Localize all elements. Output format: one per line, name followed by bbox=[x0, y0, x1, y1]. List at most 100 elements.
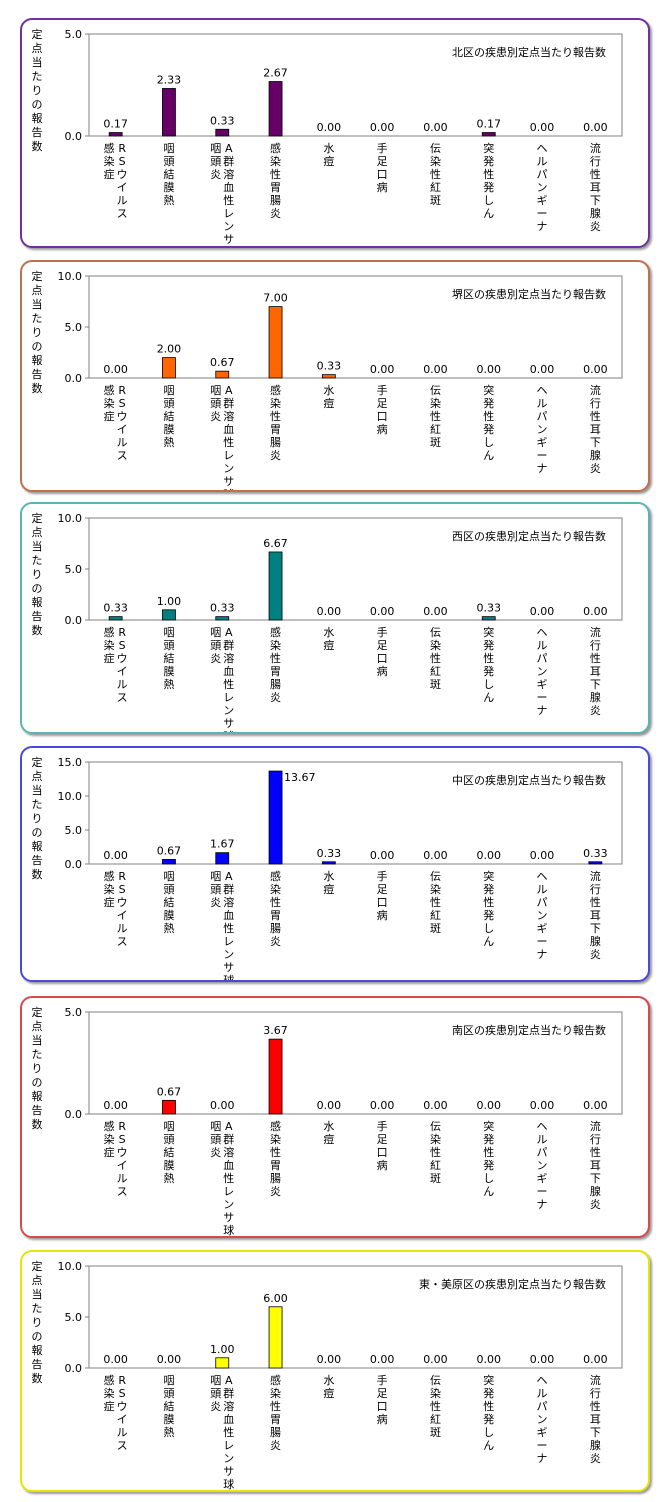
y-axis-label-char: 点 bbox=[31, 1274, 43, 1287]
chart-panel-kita: 定点当たりの報告数 0.0 5.0 北区の疾患別定点当たり報告数 0.17 R S ウイルス… bbox=[20, 18, 650, 248]
y-axis-label-char: 告 bbox=[31, 1358, 43, 1371]
category-label: 流行性耳下腺炎 bbox=[590, 869, 601, 961]
category-label: 伝染性紅斑 bbox=[430, 1120, 441, 1185]
data-label: 0.00 bbox=[370, 363, 395, 376]
data-label: 0.00 bbox=[583, 605, 608, 618]
y-axis-label-char: り bbox=[31, 326, 43, 339]
data-label: 0.00 bbox=[530, 849, 555, 862]
y-tick-label: 0.0 bbox=[65, 858, 83, 871]
category-label: 咽頭結膜熱 bbox=[163, 626, 174, 691]
y-axis-label-char: 数 bbox=[31, 868, 43, 881]
data-label: 0.00 bbox=[477, 1099, 502, 1112]
data-label: 0.00 bbox=[423, 1353, 448, 1366]
bar bbox=[268, 770, 283, 865]
y-axis-label-char: 当 bbox=[31, 56, 43, 69]
category-label: A群溶血性レンサ球菌咽頭炎 bbox=[210, 384, 234, 490]
data-label: 0.33 bbox=[210, 114, 235, 127]
y-tick-label: 5.0 bbox=[65, 28, 83, 41]
data-label: 0.33 bbox=[317, 360, 342, 373]
data-label: 0.00 bbox=[530, 121, 555, 134]
bar bbox=[268, 81, 283, 137]
category-label: 咽頭結膜熱 bbox=[163, 1120, 174, 1185]
data-label: 1.00 bbox=[210, 1343, 235, 1356]
category-label: 流行性耳下腺炎 bbox=[590, 141, 601, 233]
y-axis-label-char: の bbox=[31, 1076, 43, 1089]
chart-title: 堺区の疾患別定点当たり報告数 bbox=[452, 287, 606, 301]
plot-area bbox=[88, 1011, 623, 1115]
y-axis-label-char: 当 bbox=[31, 298, 43, 311]
data-label: 0.00 bbox=[317, 605, 342, 618]
y-axis-label-char: 報 bbox=[31, 596, 43, 609]
category-label: R S ウイルス感染症 bbox=[104, 1120, 128, 1198]
category-label: 咽頭結膜熱 bbox=[163, 1374, 174, 1439]
y-axis-label-char: 定 bbox=[31, 270, 43, 283]
y-axis-label-char: の bbox=[31, 1330, 43, 1343]
y-axis-label: 定点当たりの報告数 bbox=[27, 28, 47, 154]
chart-title: 中区の疾患別定点当たり報告数 bbox=[452, 773, 606, 787]
y-axis-label-char: た bbox=[31, 798, 43, 811]
y-axis-label: 定点当たりの報告数 bbox=[27, 270, 47, 396]
category-label: 水痘 bbox=[323, 1374, 334, 1400]
y-axis-label-char: り bbox=[31, 568, 43, 581]
data-label: 0.67 bbox=[157, 844, 182, 857]
y-axis-label-char: 告 bbox=[31, 126, 43, 139]
data-label: 0.33 bbox=[210, 602, 235, 615]
bar bbox=[215, 616, 230, 621]
y-axis-label-char: 点 bbox=[31, 42, 43, 55]
category-label: ヘルパンギーナ bbox=[537, 1374, 548, 1465]
data-label: 0.00 bbox=[477, 363, 502, 376]
data-label: 0.00 bbox=[157, 1353, 182, 1366]
data-label: 0.67 bbox=[157, 1085, 182, 1098]
bar bbox=[321, 861, 336, 865]
bar bbox=[162, 88, 176, 137]
bar bbox=[108, 616, 123, 621]
y-axis-label-char: 告 bbox=[31, 368, 43, 381]
bar-chart-higashi-mihara: 0.0 5.0 10.0 東・美原区の疾患別定点当たり報告数 0.00 R S ウイルス感染症… bbox=[58, 1260, 623, 1490]
y-axis-label-char: 点 bbox=[31, 770, 43, 783]
y-tick-label: 5.0 bbox=[65, 321, 83, 334]
y-tick-label: 5.0 bbox=[65, 1311, 83, 1324]
category-label: 水痘 bbox=[323, 142, 334, 168]
bar-chart-sakai: 0.0 5.0 10.0 堺区の疾患別定点当たり報告数 0.00 R S ウイルス感染症 2.0… bbox=[58, 270, 623, 490]
category-label: A群溶血性レンサ球菌咽頭炎 bbox=[210, 142, 234, 246]
data-label: 0.17 bbox=[477, 118, 502, 131]
data-label: 0.00 bbox=[477, 1353, 502, 1366]
bar bbox=[162, 859, 176, 865]
y-axis-label-char: 当 bbox=[31, 1034, 43, 1047]
plot-area bbox=[88, 33, 623, 137]
category-label: 水痘 bbox=[323, 626, 334, 652]
data-label: 0.00 bbox=[477, 849, 502, 862]
category-label: A群溶血性レンサ球菌咽頭炎 bbox=[210, 1374, 234, 1490]
y-axis-label-char: の bbox=[31, 340, 43, 353]
bar bbox=[108, 132, 123, 137]
chart-panel-minami: 定点当たりの報告数 0.0 5.0 南区の疾患別定点当たり報告数 0.00 R S ウイルス… bbox=[20, 996, 650, 1238]
bar bbox=[268, 1038, 283, 1115]
category-label: 伝染性紅斑 bbox=[430, 1374, 441, 1439]
bar-chart-minami: 0.0 5.0 南区の疾患別定点当たり報告数 0.00 R S ウイルス感染症 0.67 咽頭結… bbox=[65, 1006, 623, 1236]
data-label: 0.00 bbox=[583, 363, 608, 376]
data-label: 0.00 bbox=[583, 121, 608, 134]
bar-chart-kita: 0.0 5.0 北区の疾患別定点当たり報告数 0.17 R S ウイルス感染症 2.33 咽頭結… bbox=[65, 28, 623, 246]
y-axis-label: 定点当たりの報告数 bbox=[27, 756, 47, 882]
data-label: 7.00 bbox=[263, 292, 288, 305]
category-label: 咽頭結膜熱 bbox=[163, 142, 174, 207]
y-axis-label-char: り bbox=[31, 84, 43, 97]
category-label: 水痘 bbox=[323, 1120, 334, 1146]
bar bbox=[268, 1306, 283, 1369]
category-label: 流行性耳下腺炎 bbox=[590, 625, 601, 717]
y-axis-label-char: 定 bbox=[31, 28, 43, 41]
data-label: 0.00 bbox=[423, 121, 448, 134]
category-label: A群溶血性レンサ球菌咽頭炎 bbox=[210, 870, 234, 980]
y-axis-label-char: り bbox=[31, 1062, 43, 1075]
data-label: 0.00 bbox=[103, 1353, 128, 1366]
y-axis-label-char: り bbox=[31, 1316, 43, 1329]
data-label: 0.00 bbox=[103, 363, 128, 376]
category-label: R S ウイルス感染症 bbox=[104, 870, 128, 948]
y-axis-label-char: 当 bbox=[31, 1288, 43, 1301]
y-tick-label: 5.0 bbox=[65, 563, 83, 576]
category-label: R S ウイルス感染症 bbox=[104, 1374, 128, 1452]
y-axis-label-char: た bbox=[31, 1302, 43, 1315]
category-label: ヘルパンギーナ bbox=[537, 626, 548, 717]
category-label: ヘルパンギーナ bbox=[537, 870, 548, 961]
y-axis-label-char: 報 bbox=[31, 1344, 43, 1357]
